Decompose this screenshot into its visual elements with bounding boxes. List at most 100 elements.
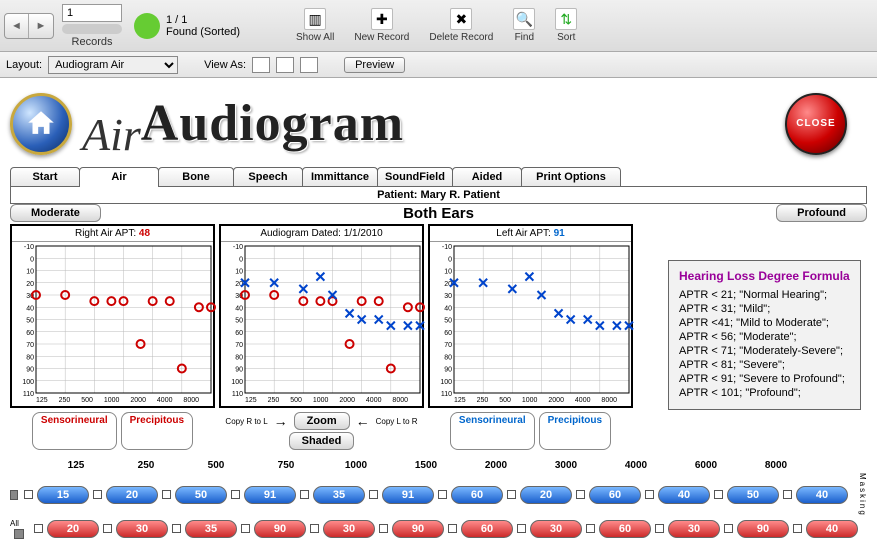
pill-checkbox[interactable] (24, 490, 33, 499)
pill-checkbox[interactable] (162, 490, 171, 499)
tab-soundfield[interactable]: SoundField (377, 167, 453, 186)
all-checkbox-top[interactable] (10, 490, 18, 500)
threshold-pill[interactable]: 91 (244, 486, 296, 504)
shaded-button[interactable]: Shaded (289, 432, 355, 450)
pill-checkbox[interactable] (655, 524, 664, 533)
view-table-button[interactable] (300, 57, 318, 73)
threshold-pill[interactable]: 30 (668, 520, 720, 538)
sort-button[interactable]: ⇅ Sort (547, 6, 585, 45)
precipitous-left-button[interactable]: Precipitous (539, 412, 611, 450)
pill-checkbox[interactable] (793, 524, 802, 533)
pill-checkbox[interactable] (300, 490, 309, 499)
view-list-button[interactable] (276, 57, 294, 73)
layout-select[interactable]: Audiogram Air (48, 56, 178, 74)
left-chart-svg: -100102030405060708090100110 (430, 242, 635, 397)
threshold-pill[interactable]: 30 (116, 520, 168, 538)
threshold-pill[interactable]: 90 (254, 520, 306, 538)
tab-aided[interactable]: Aided (452, 167, 522, 186)
copy-ltr-button[interactable]: ← (356, 413, 370, 429)
threshold-pill[interactable]: 40 (796, 486, 848, 504)
threshold-pill[interactable]: 30 (323, 520, 375, 538)
pill-checkbox[interactable] (714, 490, 723, 499)
threshold-pill[interactable]: 50 (175, 486, 227, 504)
showall-button[interactable]: ▥ Show All (288, 6, 342, 45)
tab-print-options[interactable]: Print Options (521, 167, 621, 186)
threshold-pill[interactable]: 35 (185, 520, 237, 538)
threshold-pill[interactable]: 15 (37, 486, 89, 504)
freq-header: 1500 (400, 460, 452, 471)
pill-checkbox[interactable] (93, 490, 102, 499)
pill-checkbox[interactable] (517, 524, 526, 533)
mid-chart-svg: -100102030405060708090100110 (221, 242, 426, 397)
all-checkbox-bottom[interactable] (14, 529, 24, 539)
view-form-button[interactable] (252, 57, 270, 73)
tab-start[interactable]: Start (10, 167, 80, 186)
pill-checkbox[interactable] (448, 524, 457, 533)
pill-checkbox[interactable] (724, 524, 733, 533)
threshold-pill[interactable]: 50 (727, 486, 779, 504)
tab-immittance[interactable]: Immittance (302, 167, 378, 186)
threshold-pill[interactable]: 20 (520, 486, 572, 504)
threshold-pill[interactable]: 60 (599, 520, 651, 538)
severity-right-button[interactable]: Profound (776, 204, 867, 222)
pill-checkbox[interactable] (172, 524, 181, 533)
pill-checkbox[interactable] (783, 490, 792, 499)
threshold-pill[interactable]: 30 (530, 520, 582, 538)
svg-text:0: 0 (239, 256, 243, 263)
threshold-pill[interactable]: 91 (382, 486, 434, 504)
threshold-pill[interactable]: 90 (392, 520, 444, 538)
deleterecord-icon: ✖ (450, 8, 472, 30)
pill-checkbox[interactable] (231, 490, 240, 499)
layout-label: Layout: (6, 59, 42, 71)
pill-checkbox[interactable] (645, 490, 654, 499)
newrecord-button[interactable]: ✚ New Record (346, 6, 417, 45)
home-button[interactable] (10, 93, 72, 155)
threshold-pill[interactable]: 60 (451, 486, 503, 504)
zoom-button[interactable]: Zoom (294, 412, 350, 430)
pill-checkbox[interactable] (310, 524, 319, 533)
threshold-pill[interactable]: 35 (313, 486, 365, 504)
sensorineural-left-button[interactable]: Sensorineural (450, 412, 535, 450)
pill-checkbox[interactable] (586, 524, 595, 533)
pill-checkbox[interactable] (379, 524, 388, 533)
deleterecord-button[interactable]: ✖ Delete Record (421, 6, 501, 45)
copy-rtl-button[interactable]: → (274, 413, 288, 429)
close-button[interactable]: CLOSE (785, 93, 847, 155)
threshold-pill[interactable]: 40 (658, 486, 710, 504)
pill-checkbox[interactable] (241, 524, 250, 533)
tab-speech[interactable]: Speech (233, 167, 303, 186)
tab-air[interactable]: Air (79, 167, 159, 186)
threshold-pill[interactable]: 20 (106, 486, 158, 504)
svg-text:100: 100 (231, 379, 243, 386)
svg-text:-10: -10 (233, 244, 243, 251)
svg-text:-10: -10 (24, 244, 34, 251)
pill-checkbox[interactable] (576, 490, 585, 499)
svg-text:90: 90 (235, 367, 243, 374)
precipitous-right-button[interactable]: Precipitous (121, 412, 193, 450)
tab-bone[interactable]: Bone (158, 167, 234, 186)
svg-text:20: 20 (26, 281, 34, 288)
find-button[interactable]: 🔍 Find (505, 6, 543, 45)
threshold-pill[interactable]: 90 (737, 520, 789, 538)
pill-checkbox[interactable] (438, 490, 447, 499)
pill-checkbox[interactable] (507, 490, 516, 499)
threshold-pill[interactable]: 40 (806, 520, 858, 538)
prev-record-button[interactable]: ◄ (5, 14, 29, 38)
severity-left-button[interactable]: Moderate (10, 204, 101, 222)
threshold-pill[interactable]: 60 (461, 520, 513, 538)
preview-button[interactable]: Preview (344, 57, 405, 73)
pill-checkbox[interactable] (103, 524, 112, 533)
find-icon: 🔍 (513, 8, 535, 30)
sensorineural-right-button[interactable]: Sensorineural (32, 412, 117, 450)
both-ears-label: Both Ears (109, 205, 768, 222)
threshold-pill[interactable]: 60 (589, 486, 641, 504)
record-slider[interactable] (62, 24, 122, 34)
threshold-pill[interactable]: 20 (47, 520, 99, 538)
svg-text:100: 100 (22, 379, 34, 386)
svg-text:10: 10 (444, 269, 452, 276)
record-number-input[interactable] (62, 4, 122, 22)
formula-line: APTR < 31; "Mild"; (679, 303, 850, 315)
pill-checkbox[interactable] (369, 490, 378, 499)
pill-checkbox[interactable] (34, 524, 43, 533)
next-record-button[interactable]: ► (29, 14, 53, 38)
